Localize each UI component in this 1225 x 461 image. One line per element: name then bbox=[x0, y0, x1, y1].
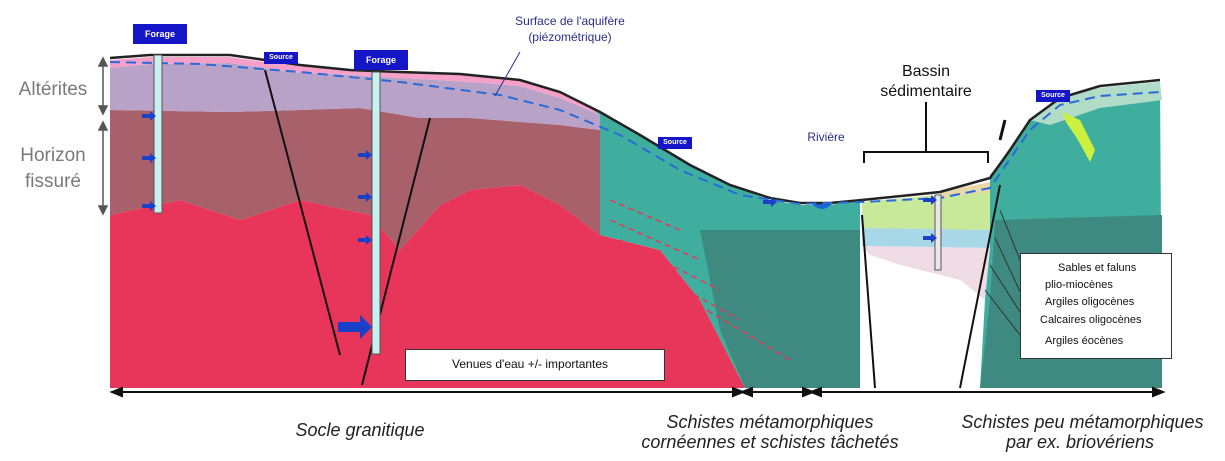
span-arrows bbox=[109, 386, 1166, 398]
basin-eocene-clay bbox=[860, 255, 985, 388]
surface-leader bbox=[494, 51, 521, 97]
forage-tag-1: Forage bbox=[133, 24, 187, 44]
horizon-label-line2: fissuré bbox=[25, 171, 81, 192]
forage-tag-2: Forage bbox=[354, 50, 408, 70]
schistes-peu-line2: par ex. briovériens bbox=[1005, 432, 1155, 452]
source-tag-3: Source bbox=[1036, 90, 1070, 102]
thickness-brackets bbox=[97, 56, 109, 216]
strata-legend-item: plio-miocènes bbox=[1045, 279, 1113, 291]
surface-label-line1: Surface de l'aquifère bbox=[515, 14, 625, 28]
fault-line bbox=[959, 184, 1001, 389]
piezometric-line bbox=[109, 61, 1161, 206]
strata-legend bbox=[1020, 253, 1172, 359]
basin-sands bbox=[862, 190, 990, 230]
basin-limestone bbox=[862, 246, 990, 300]
fault-line bbox=[264, 69, 341, 356]
ground-surface bbox=[109, 53, 1161, 205]
bassin-label-line1: Bassin bbox=[901, 63, 951, 80]
socle-label: Socle granitique bbox=[295, 420, 425, 440]
river bbox=[812, 204, 832, 209]
strata-legend-item: Argiles éocènes bbox=[1045, 335, 1124, 347]
source-tag-1: Source bbox=[264, 52, 298, 64]
water-inflow-arrows bbox=[142, 111, 937, 339]
granite-basement bbox=[110, 185, 745, 388]
water-legend-text: Venues d'eau +/- importantes bbox=[452, 357, 609, 371]
fault-line bbox=[861, 214, 876, 389]
strata-legend-item: Calcaires oligocènes bbox=[1040, 314, 1142, 326]
schistes-meta-line1: Schistes métamorphiques bbox=[666, 412, 874, 432]
basin-upper-tan bbox=[940, 182, 990, 198]
horizon-label-line1: Horizon bbox=[20, 145, 86, 166]
schistes-meta-line2: cornéennes et schistes tâchetés bbox=[641, 432, 899, 452]
riviere-label: Rivière bbox=[807, 130, 845, 144]
lens bbox=[1062, 112, 1095, 162]
fissured-horizon bbox=[110, 108, 600, 250]
borehole-1 bbox=[153, 54, 163, 214]
basin-bracket bbox=[863, 102, 989, 163]
water-legend bbox=[405, 349, 665, 381]
fault-line bbox=[998, 119, 1007, 141]
schist-lower-dark bbox=[700, 230, 860, 388]
source-tag-2: Source bbox=[658, 137, 692, 149]
schistes-peu-line1: Schistes peu métamorphiques bbox=[961, 412, 1204, 432]
alterites-layer bbox=[110, 63, 600, 130]
strata-legend-item: Argiles oligocènes bbox=[1045, 296, 1135, 308]
alterites-label: Altérites bbox=[18, 79, 88, 100]
surface-label-line2: (piézométrique) bbox=[528, 30, 612, 44]
contact-dashes bbox=[609, 199, 791, 361]
bassin-label-line2: sédimentaire bbox=[880, 83, 972, 100]
borehole-2 bbox=[371, 71, 381, 355]
borehole-3 bbox=[934, 194, 942, 271]
strata-legend-item: Sables et faluns bbox=[1058, 262, 1137, 274]
